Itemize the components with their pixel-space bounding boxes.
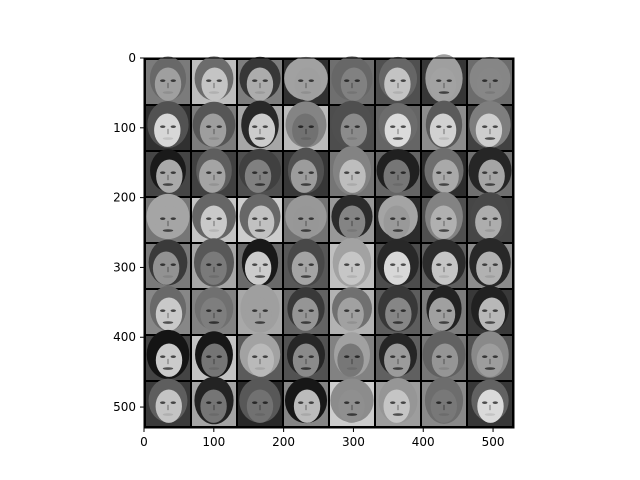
face-tile (192, 56, 236, 104)
face-tile (284, 56, 328, 104)
x-tick-label: 500 (482, 435, 505, 449)
x-axis: 0 100 200 300 400 500 (140, 428, 505, 449)
face-tile (146, 56, 190, 104)
face-tile (238, 238, 282, 288)
axes-frame (143, 57, 515, 429)
face-tile (468, 237, 512, 288)
face-tile (238, 56, 282, 104)
face-tile (146, 193, 190, 242)
face-tile (376, 378, 420, 426)
face-tile (376, 56, 420, 104)
face-tile (284, 238, 328, 288)
face-tile (192, 238, 236, 288)
x-tick-label: 0 (140, 435, 148, 449)
face-tile (238, 284, 282, 334)
face-tile (284, 333, 328, 380)
face-tile (376, 333, 420, 380)
face-tile (146, 285, 190, 334)
face-tile (192, 148, 236, 196)
face-tile (192, 101, 236, 150)
face-tile (330, 287, 374, 334)
y-tick-label: 500 (113, 400, 136, 414)
axes-border (143, 57, 515, 429)
face-tile (192, 331, 236, 380)
face-tile (238, 148, 282, 196)
face-tile (192, 287, 236, 334)
y-tick-label: 0 (128, 51, 136, 65)
face-tile (238, 100, 282, 150)
face-tile (468, 101, 512, 150)
face-tile (192, 193, 236, 242)
face-tile (192, 376, 236, 426)
face-tile (376, 103, 420, 150)
face-tile (422, 148, 466, 196)
face-tile (376, 195, 420, 242)
face-tile (468, 379, 512, 426)
face-tile (146, 329, 190, 380)
y-tick-label: 400 (113, 330, 136, 344)
face-tile (376, 149, 420, 196)
face-tile (330, 238, 374, 288)
x-tick-label: 300 (342, 435, 365, 449)
face-tile (330, 378, 374, 426)
face-tile (330, 146, 374, 196)
face-tile (330, 332, 374, 380)
face-tile (330, 194, 374, 242)
face-tile (238, 332, 282, 380)
x-tick-label: 400 (412, 435, 435, 449)
face-tile (330, 56, 374, 104)
face-tile (468, 192, 512, 242)
face-tile (422, 285, 466, 334)
y-tick-label: 100 (113, 121, 136, 135)
face-tile (422, 377, 466, 426)
face-tile (422, 330, 466, 380)
y-axis: 0 100 200 300 400 500 (113, 51, 144, 414)
face-tile (330, 100, 374, 150)
x-tick-label: 100 (202, 435, 225, 449)
y-tick-label: 300 (113, 260, 136, 274)
face-tile (284, 195, 328, 242)
y-tick-label: 200 (113, 191, 136, 205)
face-tile (468, 147, 512, 196)
face-tile (146, 239, 190, 288)
face-tile (376, 285, 420, 334)
face-tile (146, 378, 190, 426)
face-tile (238, 378, 282, 426)
face-tile (284, 147, 328, 196)
face-tile (146, 149, 190, 196)
face-tile (284, 287, 328, 334)
image-area (144, 54, 514, 428)
face-tile (422, 54, 466, 104)
face-tile (422, 192, 466, 242)
face-tile (468, 331, 512, 380)
face-tile (284, 377, 328, 426)
face-tile (468, 285, 512, 334)
face-tile (376, 239, 420, 288)
face-tile (422, 100, 466, 150)
face-tile (422, 239, 466, 288)
face-tile (284, 101, 328, 150)
face-tile (146, 101, 190, 150)
x-tick-label: 200 (272, 435, 295, 449)
face-tile (238, 193, 282, 242)
face-tile (468, 56, 512, 104)
